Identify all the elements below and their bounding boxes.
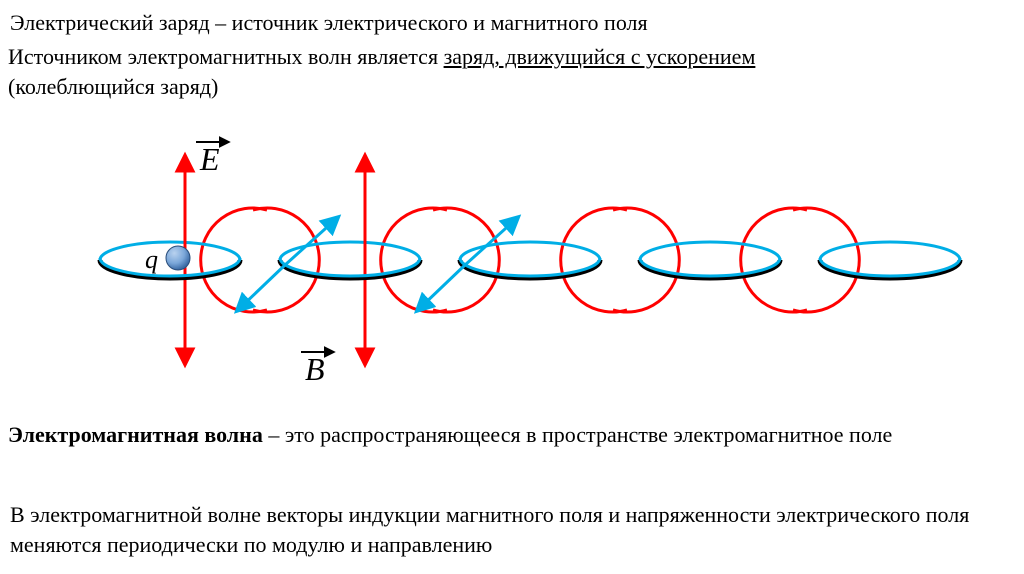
definition: Электромагнитная волна – это распростран… — [8, 420, 1008, 450]
label-B: B — [301, 351, 331, 387]
em-wave-diagram: E B q — [60, 120, 960, 400]
e-field-arrows — [185, 160, 365, 360]
line3-text: (колеблющийся заряд) — [8, 74, 218, 99]
line1-text: Электрический заряд – источник электриче… — [10, 10, 648, 35]
svg-text:B: B — [305, 351, 325, 387]
diagram-svg: E B q — [60, 120, 960, 400]
svg-text:E: E — [199, 141, 220, 177]
label-q: q — [145, 245, 158, 274]
bottom-span: В электромагнитной волне векторы индукци… — [10, 502, 969, 557]
charge-sphere — [166, 246, 190, 270]
line3: (колеблющийся заряд) — [8, 72, 1008, 102]
line2: Источником электромагнитных волн являетс… — [8, 42, 1008, 72]
line1: Электрический заряд – источник электриче… — [10, 8, 1010, 38]
label-E: E — [196, 141, 226, 177]
def-rest: – это распространяющееся в пространстве … — [263, 422, 892, 447]
line2-underlined: заряд, движущийся с ускорением — [444, 44, 756, 69]
red-loops — [201, 208, 860, 312]
bottom-text: В электромагнитной волне векторы индукци… — [10, 500, 1010, 559]
blue-ellipse-backs — [100, 242, 960, 260]
blue-ellipse-fronts — [100, 258, 960, 278]
line2-prefix: Источником электромагнитных волн являетс… — [8, 44, 444, 69]
def-bold: Электромагнитная волна — [8, 422, 263, 447]
page: Электрический заряд – источник электриче… — [0, 0, 1024, 574]
